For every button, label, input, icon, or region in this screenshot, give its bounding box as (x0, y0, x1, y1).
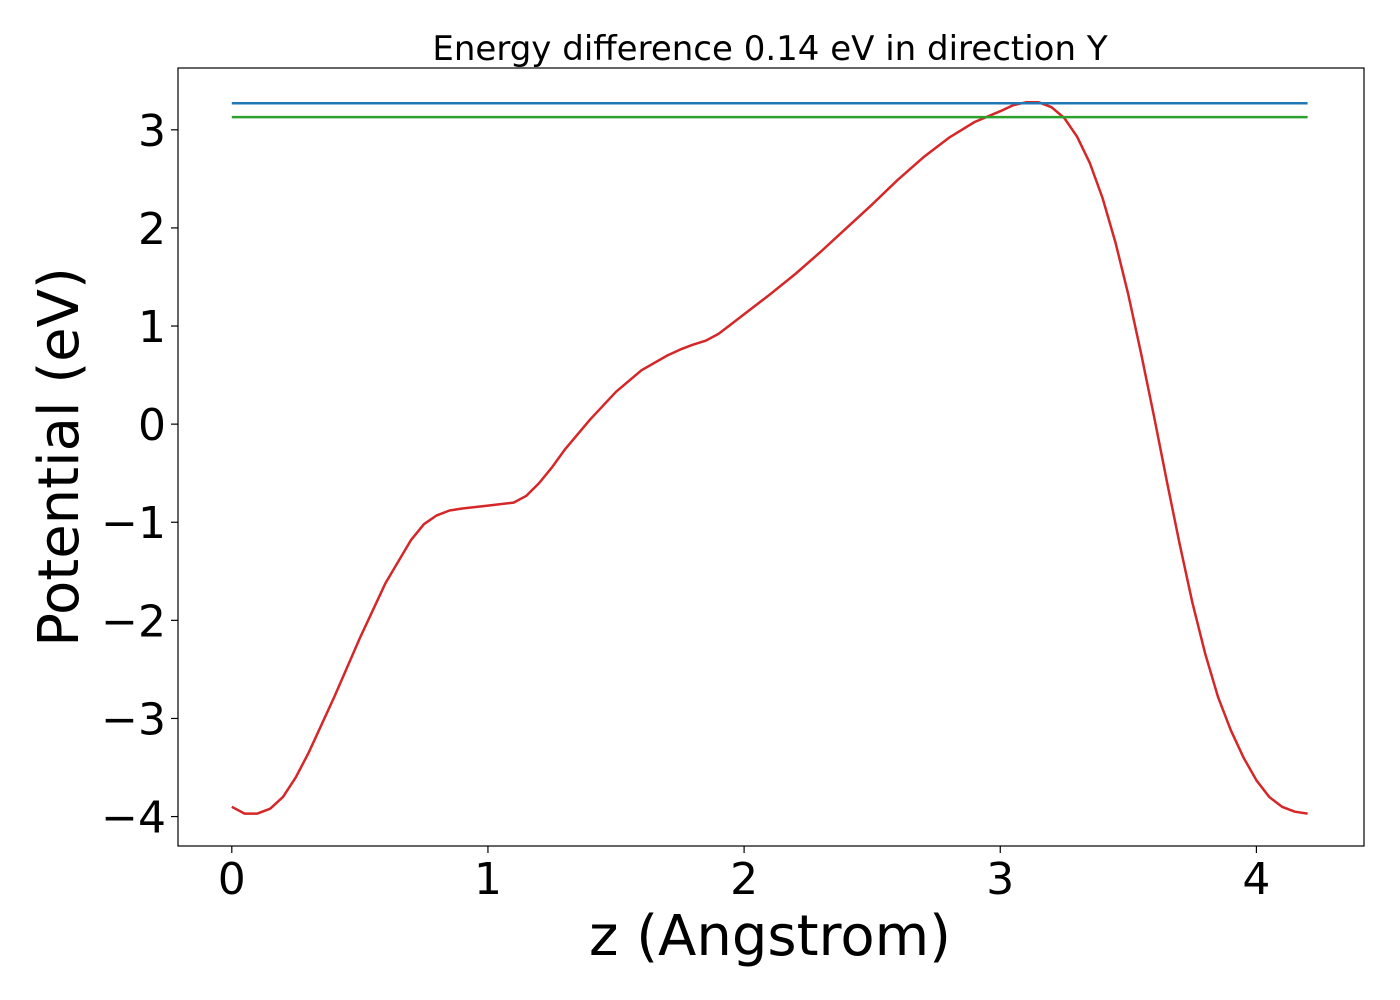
x-axis-ticks: 0 1 2 3 4 (218, 846, 1270, 905)
axes-frame (177, 67, 1365, 847)
y-tick-label: 1 (138, 302, 166, 353)
y-axis-ticks: −4 −3 −2 −1 0 1 2 3 (101, 106, 178, 844)
x-axis-label: z (Angstrom) (589, 904, 951, 969)
x-tick-label: 4 (1242, 854, 1270, 905)
y-tick-label: −4 (101, 793, 166, 844)
y-tick-label: −3 (101, 694, 166, 745)
x-tick-label: 1 (474, 854, 502, 905)
y-tick-label: −1 (101, 498, 166, 549)
y-tick-label: 3 (138, 106, 166, 157)
x-tick-label: 2 (730, 854, 758, 905)
y-axis-label: Potential (eV) (27, 267, 92, 647)
y-tick-label: −2 (101, 596, 166, 647)
y-tick-label: 0 (138, 400, 166, 451)
series-line-0 (231, 101, 1308, 815)
x-tick-label: 0 (218, 854, 246, 905)
y-tick-label: 2 (138, 204, 166, 255)
x-tick-label: 3 (986, 854, 1014, 905)
chart-title: Energy difference 0.14 eV in direction Y (432, 29, 1107, 69)
series-layer (231, 101, 1308, 815)
